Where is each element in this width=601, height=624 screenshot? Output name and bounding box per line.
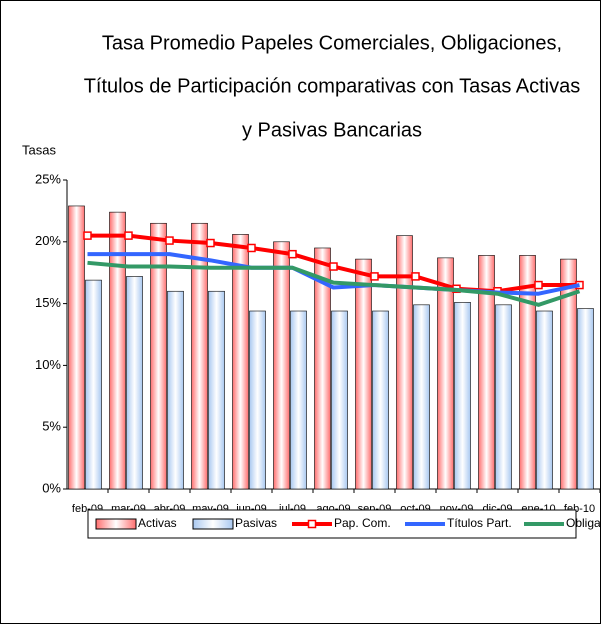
legend-label: Títulos Part. [447, 516, 512, 530]
marker [534, 280, 543, 290]
legend-swatch [192, 518, 234, 530]
y-tick-label: 5% [42, 419, 61, 434]
bar [519, 255, 536, 490]
bar [150, 222, 167, 490]
y-tick-label: 20% [35, 233, 61, 248]
bar [396, 235, 413, 490]
line [87, 260, 581, 307]
bar [232, 234, 249, 490]
legend-label: Pap. Com. [334, 516, 391, 530]
bar [249, 310, 266, 490]
bar [372, 310, 389, 490]
legend-label: Activas [138, 516, 177, 530]
bar [290, 310, 307, 490]
bar [126, 276, 143, 490]
bar [85, 279, 102, 490]
bar [109, 211, 126, 490]
y-tick-label: 10% [35, 357, 61, 372]
legend-label: Obliga. [566, 516, 601, 530]
y-tick-label: 15% [35, 295, 61, 310]
legend-label: Pasivas [235, 516, 277, 530]
bar [478, 255, 495, 490]
bar [413, 304, 430, 490]
marker [165, 236, 174, 245]
bar [68, 205, 85, 490]
chart-title: y Pasivas Bancarias [242, 119, 422, 141]
marker [288, 249, 297, 259]
bar [454, 302, 471, 490]
y-tick-label: 0% [42, 480, 61, 495]
legend-swatch [95, 518, 137, 530]
bar [331, 310, 348, 490]
marker [83, 231, 92, 240]
marker [329, 262, 338, 271]
bar [314, 247, 331, 490]
marker [411, 272, 420, 281]
bar [273, 241, 290, 490]
bar [560, 258, 577, 490]
bar [577, 308, 594, 490]
bar [167, 290, 184, 490]
bar [495, 304, 512, 490]
legend-marker [307, 519, 317, 529]
chart-title: Tasa Promedio Papeles Comerciales, Oblig… [102, 32, 562, 54]
marker [247, 243, 256, 253]
chart-title: Títulos de Participación comparativas co… [84, 75, 581, 97]
bar [355, 258, 372, 490]
bar [437, 257, 454, 490]
y-tick-label: 25% [35, 171, 61, 186]
marker [124, 231, 133, 240]
marker [206, 238, 215, 248]
bar [208, 290, 225, 490]
bar [191, 222, 208, 490]
y-axis-label: Tasas [22, 142, 56, 157]
marker [370, 272, 379, 281]
bar [536, 310, 553, 490]
